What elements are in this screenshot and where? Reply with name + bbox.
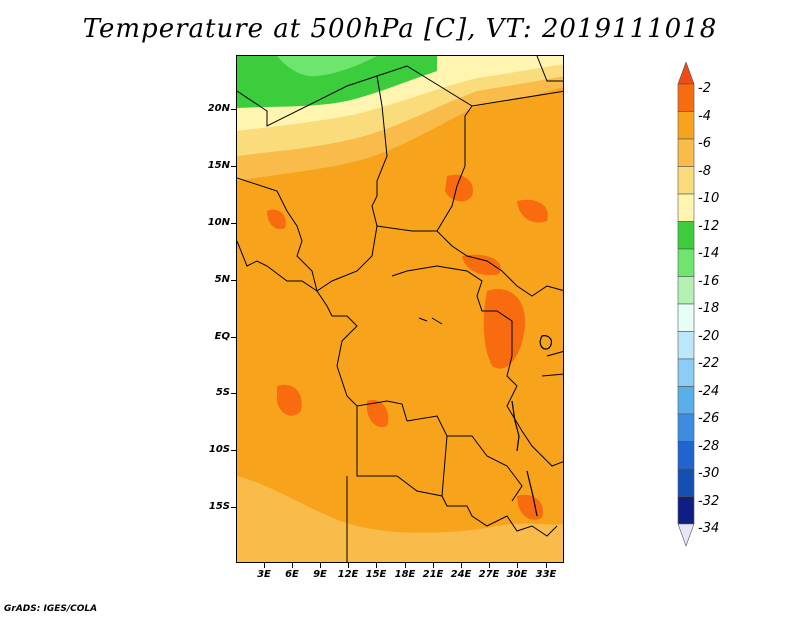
lat-label-15s: 15S — [208, 501, 230, 512]
lon-label-12e: 12E — [337, 569, 359, 580]
lon-label-15e: 15E — [365, 569, 387, 580]
lon-label-27e: 27E — [478, 569, 500, 580]
legend-label: -20 — [698, 329, 720, 344]
colorbar-swatch — [677, 358, 695, 387]
map-graphic — [237, 56, 563, 562]
colorbar-swatch — [677, 303, 695, 332]
legend-label: -22 — [698, 356, 720, 371]
legend-label: -28 — [698, 439, 720, 454]
legend-label: -30 — [698, 466, 720, 481]
lon-label-6e: 6E — [285, 569, 299, 580]
colorbar-swatch — [677, 468, 695, 497]
band-minus14 — [237, 56, 437, 108]
lat-tick — [231, 166, 236, 167]
lon-label-24e: 24E — [450, 569, 472, 580]
legend-label: -26 — [698, 411, 720, 426]
colorbar-swatch — [677, 111, 695, 140]
colorbar-swatch — [677, 248, 695, 277]
lon-label-18e: 18E — [394, 569, 416, 580]
legend-label: -16 — [698, 274, 720, 289]
colorbar-swatch — [677, 138, 695, 167]
lat-label-10n: 10N — [207, 217, 230, 228]
country-borders — [237, 56, 563, 562]
colorbar-swatch — [677, 523, 695, 547]
legend-label: -34 — [698, 521, 720, 536]
colorbar-swatch — [677, 62, 695, 85]
lat-tick — [231, 450, 236, 451]
legend-label: -18 — [698, 301, 720, 316]
lon-label-21e: 21E — [422, 569, 444, 580]
lon-tick — [264, 563, 265, 568]
lat-tick — [231, 280, 236, 281]
footer-credit: GrADS: IGES/COLA — [4, 604, 98, 614]
lon-tick — [461, 563, 462, 568]
lon-tick — [376, 563, 377, 568]
legend-label: -32 — [698, 494, 720, 509]
warm-patch-6 — [366, 400, 389, 428]
colorbar — [677, 62, 695, 547]
legend-label: -12 — [698, 219, 720, 234]
colorbar-swatch — [677, 496, 695, 525]
warm-patch-5 — [277, 384, 302, 416]
lat-label-10s: 10S — [208, 444, 230, 455]
lat-label-5s: 5S — [215, 387, 230, 398]
lakes — [511, 335, 553, 517]
lon-tick — [320, 563, 321, 568]
colorbar-swatch — [677, 83, 695, 112]
chart-title: Temperature at 500hPa [C], VT: 201911101… — [82, 14, 718, 44]
colorbar-swatch — [677, 276, 695, 305]
lon-label-33e: 33E — [535, 569, 557, 580]
legend-label: -24 — [698, 384, 720, 399]
legend-label: -10 — [698, 191, 720, 206]
lon-tick — [292, 563, 293, 568]
south-band-minus8 — [237, 476, 563, 562]
legend-label: -4 — [698, 109, 711, 124]
colorbar-swatches — [677, 62, 695, 547]
warm-patch-7 — [267, 209, 286, 230]
lat-label-20n: 20N — [207, 103, 230, 114]
lat-label-5n: 5N — [214, 274, 230, 285]
legend-label: -8 — [698, 164, 711, 179]
lon-label-30e: 30E — [506, 569, 528, 580]
lon-tick — [517, 563, 518, 568]
colorbar-swatch — [677, 221, 695, 250]
lat-tick — [231, 109, 236, 110]
legend-label: -14 — [698, 246, 720, 261]
lat-tick — [231, 507, 236, 508]
colorbar-swatch — [677, 441, 695, 470]
temperature-map — [236, 55, 564, 563]
lat-label-15n: 15N — [207, 160, 230, 171]
lon-tick — [546, 563, 547, 568]
band-minus16 — [277, 56, 377, 77]
legend-label: -2 — [698, 81, 711, 96]
lon-tick — [405, 563, 406, 568]
warm-patch-4 — [483, 289, 526, 369]
lat-tick — [231, 337, 236, 338]
colorbar-swatch — [677, 386, 695, 415]
lat-tick — [231, 393, 236, 394]
colorbar-swatch — [677, 193, 695, 222]
lon-tick — [433, 563, 434, 568]
lon-tick — [348, 563, 349, 568]
warm-patch-3 — [462, 254, 501, 276]
warm-patch-2 — [517, 199, 548, 223]
colorbar-swatch — [677, 166, 695, 195]
colorbar-swatch — [677, 331, 695, 360]
lon-tick — [489, 563, 490, 568]
lat-label-eq: EQ — [214, 331, 230, 342]
legend-label: -6 — [698, 136, 711, 151]
lon-label-3e: 3E — [257, 569, 271, 580]
lat-tick — [231, 223, 236, 224]
colorbar-swatch — [677, 413, 695, 442]
warm-patch-1 — [445, 174, 473, 202]
lon-label-9e: 9E — [313, 569, 327, 580]
